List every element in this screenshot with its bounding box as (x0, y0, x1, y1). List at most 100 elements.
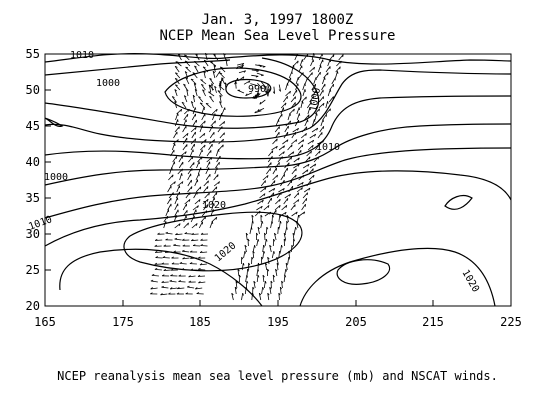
wind-vector-head (301, 144, 304, 148)
wind-vector (327, 89, 331, 97)
wind-vector-head (191, 156, 194, 160)
wind-vector-head (252, 292, 254, 296)
wind-vector (192, 119, 197, 127)
wind-vector (202, 89, 206, 97)
wind-vector (319, 126, 325, 133)
wind-vector (211, 197, 215, 205)
wind-vector (183, 113, 189, 121)
wind-vector (309, 163, 317, 169)
wind-vector (175, 61, 182, 67)
wind-vector-head (177, 53, 181, 56)
wind-vector (300, 133, 307, 139)
wind-vector (290, 96, 296, 103)
wind-vector-head (266, 175, 269, 178)
wind-vector-head (218, 181, 220, 185)
wind-vector-head (262, 66, 266, 68)
wind-vector-head (272, 192, 275, 196)
wind-vector-head (284, 274, 287, 278)
wind-vector (266, 162, 272, 169)
wind-vector-head (295, 139, 298, 143)
wind-vector (190, 149, 194, 157)
wind-vector (200, 144, 206, 151)
wind-vector (254, 210, 261, 217)
wind-vector-head (308, 114, 310, 118)
isobar-south (59, 248, 263, 307)
wind-vector (251, 74, 259, 77)
wind-vector (316, 71, 321, 79)
wind-vector (200, 120, 206, 127)
wind-vector (190, 127, 197, 133)
wind-vector (274, 233, 277, 241)
wind-vector-head (305, 126, 308, 130)
x-tick-label: 195 (267, 315, 289, 329)
wind-vector (161, 286, 169, 289)
wind-vector-head (292, 232, 295, 236)
wind-vector-head (220, 66, 223, 69)
wind-vector-head (198, 199, 201, 202)
wind-vector-head (281, 280, 284, 284)
wind-vector (321, 83, 326, 91)
wind-vector-head (288, 256, 291, 260)
wind-vector-head (259, 101, 262, 105)
wind-vector-head (235, 81, 238, 84)
wind-vector (263, 205, 270, 211)
wind-vector-head (181, 101, 185, 104)
wind-vector-head (286, 139, 289, 143)
wind-vector-head (248, 80, 251, 84)
wind-vector (296, 113, 300, 121)
map-date-title: Jan. 3, 1997 1800Z (201, 12, 354, 28)
wind-vector-head (204, 216, 206, 220)
wind-vector-head (195, 53, 198, 56)
wind-vector (173, 244, 181, 247)
wind-vector-head (289, 90, 291, 94)
wind-vector-head (201, 156, 203, 160)
wind-vector (169, 181, 176, 187)
wind-vector-head (194, 138, 197, 142)
wind-vector-head (257, 262, 260, 266)
wind-vector (336, 60, 342, 67)
x-tick-label: 225 (500, 315, 522, 329)
wind-vector (174, 238, 182, 241)
wind-vector (252, 250, 255, 259)
wind-vector-head (184, 232, 188, 234)
wind-vector (257, 199, 264, 205)
wind-vector (192, 205, 199, 211)
wind-vector (335, 66, 341, 73)
wind-vector (293, 157, 300, 163)
wind-vector (161, 281, 169, 283)
wind-vector-head (286, 220, 289, 224)
x-axis-labels: 165 175 185 195 205 215 225 (34, 315, 522, 329)
wind-vector-head (288, 162, 290, 166)
isobar-south-east (299, 247, 496, 307)
wind-vector-head (221, 113, 223, 116)
wind-vector (318, 96, 324, 103)
wind-vector (167, 185, 172, 193)
wind-vector (295, 221, 299, 229)
wind-vector-head (209, 78, 212, 80)
wind-vector (174, 72, 181, 79)
wind-vector-head (170, 274, 173, 277)
wind-vector (167, 203, 172, 211)
wind-vector-head (177, 139, 179, 143)
wind-vector-head (267, 268, 270, 272)
wind-vector-head (199, 250, 203, 253)
wind-vector (314, 113, 317, 121)
wind-vector-head (199, 263, 203, 266)
wind-vector (327, 59, 331, 67)
wind-vector (284, 269, 287, 277)
wind-vector (318, 102, 325, 109)
wind-vector-head (257, 238, 260, 242)
wind-vector-head (150, 279, 154, 282)
wind-vector (237, 89, 245, 94)
contour-label: 1020 (459, 268, 481, 294)
wind-vector (193, 191, 198, 199)
wind-vector (261, 287, 264, 295)
wind-vector (322, 77, 326, 85)
wind-vector (188, 156, 194, 163)
wind-vector-head (216, 108, 218, 112)
wind-vector (168, 174, 174, 181)
wind-vector (288, 71, 293, 79)
isobar-1000-top (44, 59, 231, 76)
wind-vector (320, 119, 324, 127)
wind-vector (214, 85, 217, 93)
